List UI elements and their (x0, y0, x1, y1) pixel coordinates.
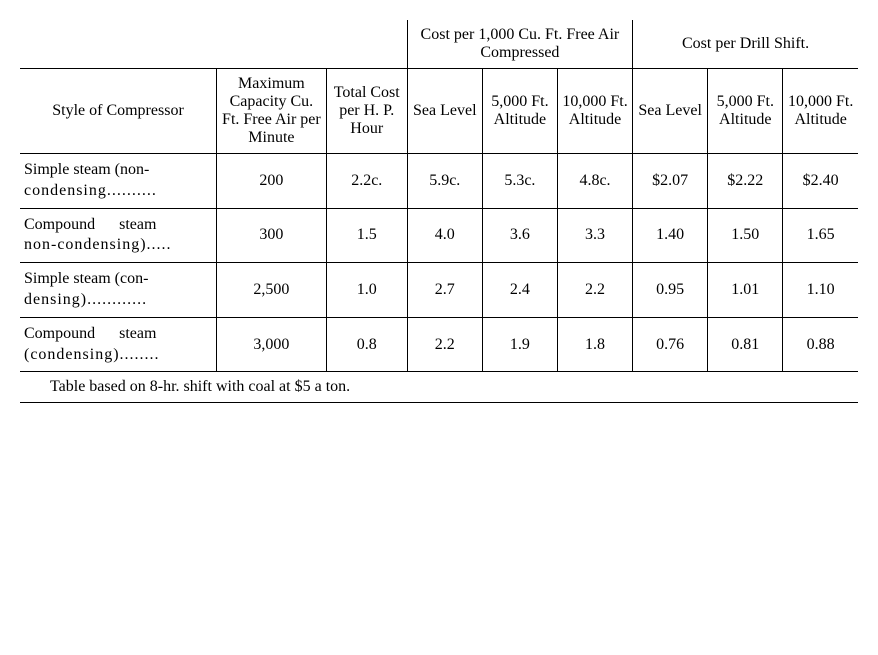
cell-total-cost: 1.5 (326, 208, 407, 263)
cell-d1: 1.40 (633, 208, 708, 263)
style-line-2: non-condensing)..... (24, 236, 172, 253)
col-header-5k-1: 5,000 Ft. Alti­tude (482, 69, 557, 154)
col-header-total-cost: Total Cost per H. P. Hour (326, 69, 407, 154)
cell-c3: 1.8 (557, 317, 632, 372)
cell-capacity: 200 (216, 154, 326, 209)
cell-c1: 2.2 (407, 317, 482, 372)
cell-c2: 3.6 (482, 208, 557, 263)
style-line-2: (condensing)........ (24, 346, 160, 363)
cell-c3: 3.3 (557, 208, 632, 263)
compressor-cost-table: Cost per 1,000 Cu. Ft. Free Air Compress… (20, 20, 858, 403)
table-row: Compound steam (condensing)........ 3,00… (20, 317, 858, 372)
col-header-5k-2: 5,000 Ft. Alti­tude (708, 69, 783, 154)
table-body: Simple steam (non- condensing.......... … (20, 154, 858, 403)
cell-d2: 0.81 (708, 317, 783, 372)
table-row: Compound steam non-condensing)..... 300 … (20, 208, 858, 263)
cell-d1: 0.95 (633, 263, 708, 318)
cell-style: Compound steam non-condensing)..... (20, 208, 216, 263)
col-header-sea-level-1: Sea Level (407, 69, 482, 154)
cell-d3: $2.40 (783, 154, 858, 209)
cell-d1: $2.07 (633, 154, 708, 209)
cell-d3: 1.10 (783, 263, 858, 318)
cell-c2: 2.4 (482, 263, 557, 318)
cell-c1: 5.9c. (407, 154, 482, 209)
cell-d3: 1.65 (783, 208, 858, 263)
col-header-10k-2: 10,000 Ft. Alti­tude (783, 69, 858, 154)
cell-d2: 1.50 (708, 208, 783, 263)
cell-c1: 2.7 (407, 263, 482, 318)
header-blank (20, 20, 407, 69)
header-group-cost-shift: Cost per Drill Shift. (633, 20, 858, 69)
table-row: Simple steam (con- densing)............ … (20, 263, 858, 318)
style-line-1: Compound steam (24, 325, 156, 342)
style-line-2: condensing.......... (24, 182, 157, 199)
table-header: Cost per 1,000 Cu. Ft. Free Air Compress… (20, 20, 858, 154)
style-line-1: Compound steam (24, 216, 156, 233)
style-line-2: densing)............ (24, 291, 147, 308)
cell-total-cost: 1.0 (326, 263, 407, 318)
cell-style: Simple steam (non- condensing.......... (20, 154, 216, 209)
cell-capacity: 3,000 (216, 317, 326, 372)
cell-c2: 1.9 (482, 317, 557, 372)
cell-d3: 0.88 (783, 317, 858, 372)
cell-d2: 1.01 (708, 263, 783, 318)
header-group-cost-air: Cost per 1,000 Cu. Ft. Free Air Compress… (407, 20, 632, 69)
cell-c3: 4.8c. (557, 154, 632, 209)
cell-capacity: 300 (216, 208, 326, 263)
cell-style: Simple steam (con- densing)............ (20, 263, 216, 318)
cell-total-cost: 2.2c. (326, 154, 407, 209)
cell-c2: 5.3c. (482, 154, 557, 209)
cell-total-cost: 0.8 (326, 317, 407, 372)
cell-style: Compound steam (condensing)........ (20, 317, 216, 372)
cell-d1: 0.76 (633, 317, 708, 372)
col-header-sea-level-2: Sea Level (633, 69, 708, 154)
table-footnote: Table based on 8-hr. shift with coal at … (20, 372, 858, 403)
style-line-1: Simple steam (con- (24, 270, 148, 287)
col-header-10k-1: 10,000 Ft. Alti­tude (557, 69, 632, 154)
cell-capacity: 2,500 (216, 263, 326, 318)
table-row: Simple steam (non- condensing.......... … (20, 154, 858, 209)
style-line-1: Simple steam (non- (24, 161, 149, 178)
table-footnote-row: Table based on 8-hr. shift with coal at … (20, 372, 858, 403)
cell-d2: $2.22 (708, 154, 783, 209)
cell-c3: 2.2 (557, 263, 632, 318)
col-header-style: Style of Compressor (20, 69, 216, 154)
cell-c1: 4.0 (407, 208, 482, 263)
col-header-capacity: Maximum Capacity Cu. Ft. Free Air per Mi… (216, 69, 326, 154)
